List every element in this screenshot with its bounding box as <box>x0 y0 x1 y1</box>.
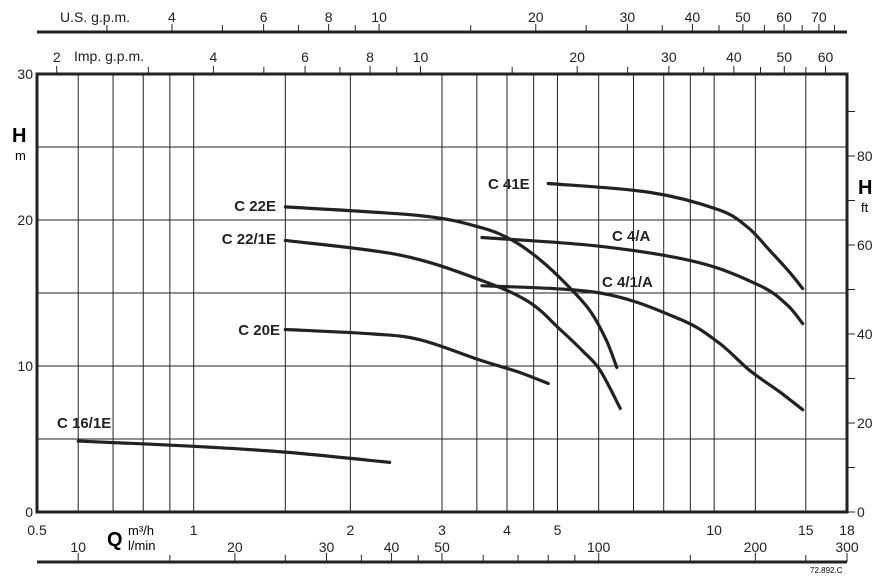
curve-c-16-1e <box>76 439 392 464</box>
us-gpm-tick-label: 60 <box>776 9 792 25</box>
y-tick-label-ft: 80 <box>857 148 873 164</box>
y-tick-label-m: 20 <box>17 212 33 228</box>
curve-c-20e <box>283 327 550 386</box>
us-gpm-tick-label: 30 <box>620 9 636 25</box>
series-label: C 22/1E <box>222 231 276 248</box>
imp-gpm-tick-label: 8 <box>366 49 374 65</box>
x-tick-label-m3h: 1 <box>190 522 198 538</box>
y-unit-left: m <box>15 148 26 163</box>
x-tick-label-m3h: 18 <box>839 522 855 538</box>
grid <box>37 74 847 512</box>
y-unit-right: ft <box>861 200 869 215</box>
y-tick-label-ft: 20 <box>857 415 873 431</box>
x-axis-label: Q <box>107 529 123 551</box>
series-label: C 4/1/A <box>602 274 653 291</box>
us-gpm-tick-label: 6 <box>260 9 268 25</box>
us-gpm-tick-label: 50 <box>735 9 751 25</box>
y-tick-label-m: 0 <box>25 504 33 520</box>
imp-gpm-tick-label: 10 <box>413 49 429 65</box>
x-tick-label-lmin: 20 <box>227 539 243 555</box>
x-tick-label-m3h: 3 <box>438 522 446 538</box>
y-tick-label-m: 30 <box>17 66 33 82</box>
imp-gpm-label: Imp. g.p.m. <box>74 48 144 64</box>
y-tick-label-ft: 60 <box>857 237 873 253</box>
x-tick-label-lmin: 300 <box>835 539 859 555</box>
x-tick-label-m3h: 15 <box>798 522 814 538</box>
footnote-code: 72.892.C <box>810 566 843 575</box>
x-tick-label-m3h: 4 <box>503 522 511 538</box>
series-label: C 20E <box>238 322 280 339</box>
us-gpm-tick-label: 10 <box>371 9 387 25</box>
series-label: C 4/A <box>612 228 651 245</box>
x-tick-label-lmin: 100 <box>587 539 611 555</box>
curve-c-4-1-a <box>480 284 805 412</box>
curves <box>76 181 805 464</box>
curve-c-22e <box>283 205 619 370</box>
us-gpm-tick-label: 4 <box>168 9 176 25</box>
series-label: C 41E <box>488 176 530 193</box>
x-unit-lmin: l/min <box>128 538 155 553</box>
y-axis-label-right: H <box>858 177 872 199</box>
y-tick-label-m: 10 <box>17 358 33 374</box>
x-tick-label-m3h: 0.5 <box>27 522 47 538</box>
imp-gpm-tick-label: 60 <box>818 49 834 65</box>
y-axis-label-left: H <box>12 125 26 147</box>
x-tick-label-lmin: 200 <box>744 539 768 555</box>
us-gpm-tick-label: 8 <box>325 9 333 25</box>
y-tick-label-ft: 40 <box>857 326 873 342</box>
x-tick-label-m3h: 2 <box>346 522 354 538</box>
x-tick-label-lmin: 40 <box>384 539 400 555</box>
us-gpm-tick-label: 20 <box>528 9 544 25</box>
x-tick-label-m3h: 5 <box>554 522 562 538</box>
x-tick-label-lmin: 50 <box>434 539 450 555</box>
x-tick-label-m3h: 10 <box>706 522 722 538</box>
plot-frame <box>35 72 849 514</box>
us-gpm-tick-label: 70 <box>811 9 827 25</box>
imp-gpm-tick-label: 40 <box>726 49 742 65</box>
imp-gpm-tick-label: 20 <box>569 49 585 65</box>
imp-gpm-tick-label: 50 <box>777 49 793 65</box>
y-tick-label-ft: 0 <box>857 504 865 520</box>
axes <box>35 24 855 564</box>
x-unit-m3h: m³/h <box>128 523 154 538</box>
imp-gpm-tick-label: 6 <box>301 49 309 65</box>
curve-c-22-1e <box>283 238 622 410</box>
curve-c-41e <box>546 181 805 291</box>
x-tick-label-lmin: 30 <box>319 539 335 555</box>
series-label: C 22E <box>234 198 276 215</box>
series-label: C 16/1E <box>57 415 111 432</box>
imp-gpm-tick-label: 2 <box>53 49 61 65</box>
us-gpm-tick-label: 40 <box>685 9 701 25</box>
us-gpm-label: U.S. g.p.m. <box>60 9 130 25</box>
curve-c-4-a <box>480 235 805 326</box>
x-tick-label-lmin: 10 <box>70 539 86 555</box>
imp-gpm-tick-label: 30 <box>661 49 677 65</box>
imp-gpm-tick-label: 4 <box>210 49 218 65</box>
